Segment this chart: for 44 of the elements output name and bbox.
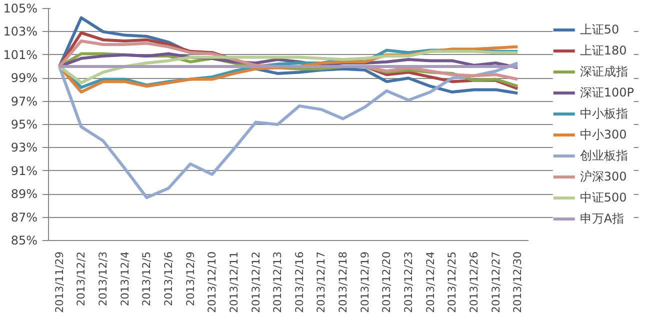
legend-label: 上证180 <box>580 42 627 59</box>
x-tick-label: 2013/12/12 <box>249 251 262 313</box>
x-tick-label: 2013/12/25 <box>446 251 459 313</box>
x-tick-label: 2013/12/16 <box>292 251 306 313</box>
legend-label: 上证50 <box>580 21 620 38</box>
x-tick-label: 2013/12/19 <box>358 251 372 313</box>
x-tick-label: 2013/12/5 <box>140 252 154 306</box>
legend-label: 深证成指 <box>580 63 628 80</box>
y-tick-label: 95% <box>10 118 38 132</box>
y-tick-label: 103% <box>3 24 38 39</box>
x-tick-label: 2013/11/29 <box>52 251 66 313</box>
x-tick-label: 2013/12/17 <box>314 251 328 313</box>
x-tick-label: 2013/12/4 <box>118 251 132 306</box>
legend-label: 中小300 <box>580 126 627 143</box>
legend-label: 中小板指 <box>580 105 628 122</box>
x-tick-label: 2013/12/11 <box>227 251 240 313</box>
x-tick-label: 2013/12/30 <box>511 251 524 313</box>
legend-label: 中证500 <box>580 189 627 206</box>
y-tick-label: 105% <box>3 2 38 16</box>
y-tick-label: 85% <box>10 234 38 248</box>
x-tick-label: 2013/12/26 <box>467 251 480 313</box>
x-tick-label: 2013/12/18 <box>336 251 350 313</box>
x-tick-label: 2013/12/2 <box>74 252 88 306</box>
x-tick-label: 2013/12/20 <box>380 251 394 313</box>
y-tick-label: 101% <box>3 48 38 62</box>
legend-label: 沪深300 <box>580 168 627 185</box>
legend-label: 创业板指 <box>580 147 628 164</box>
line-series <box>58 62 520 200</box>
x-tick-label: 2013/12/13 <box>271 251 284 313</box>
y-tick-label: 99% <box>10 71 38 86</box>
y-tick-label: 97% <box>10 94 38 108</box>
x-tick-label: 2013/12/23 <box>402 251 415 313</box>
y-tick-label: 89% <box>10 187 38 202</box>
x-tick-label: 2013/12/24 <box>424 251 437 313</box>
y-tick-label: 93% <box>10 140 38 155</box>
legend-label: 申万A指 <box>580 210 624 227</box>
x-tick-label: 2013/12/10 <box>206 251 219 313</box>
legend-label: 深证100P <box>580 84 634 101</box>
y-tick-label: 91% <box>10 164 38 178</box>
x-tick-label: 2013/12/27 <box>489 251 502 313</box>
x-tick-label: 2013/12/3 <box>96 252 110 306</box>
x-tick-label: 2013/12/6 <box>162 251 175 306</box>
y-tick-label: 87% <box>10 210 38 224</box>
x-tick-label: 2013/12/9 <box>184 251 197 306</box>
